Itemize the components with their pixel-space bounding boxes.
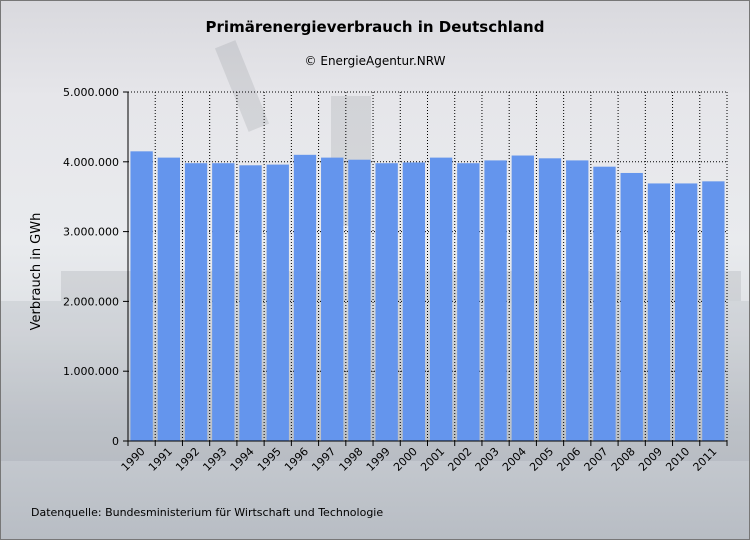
- x-tick-label-2010: 2010: [663, 445, 692, 474]
- bar-2008: [620, 172, 643, 441]
- data-source-note: Datenquelle: Bundesministerium für Wirts…: [31, 506, 384, 519]
- x-tick-label-1990: 1990: [119, 445, 148, 474]
- y-tick-label: 1.000.000: [63, 365, 119, 378]
- x-tick-label-2000: 2000: [391, 445, 420, 474]
- bar-2006: [566, 160, 589, 442]
- bar-1990: [130, 151, 153, 441]
- y-tick-label: 3.000.000: [63, 226, 119, 239]
- y-tick-label: 4.000.000: [63, 156, 119, 169]
- y-tick-labels: 0 1.000.000 2.000.000 3.000.000 4.000.000 5.0…: [63, 86, 119, 448]
- bar-1997: [321, 157, 344, 441]
- bar-2003: [484, 160, 507, 442]
- bar-2011: [702, 181, 725, 441]
- x-tick-label-2009: 2009: [636, 445, 665, 474]
- x-tick-label-2004: 2004: [500, 445, 529, 474]
- bar-2002: [457, 163, 480, 442]
- bar-2009: [647, 183, 671, 442]
- y-tick-label: 0: [112, 435, 119, 448]
- x-tick-label-2008: 2008: [609, 445, 638, 474]
- bar-1994: [239, 165, 262, 442]
- chart-subtitle: © EnergieAgentur.NRW: [304, 54, 446, 68]
- axes: [123, 91, 728, 446]
- bar-1995: [266, 164, 289, 442]
- x-tick-label-1992: 1992: [173, 445, 202, 474]
- y-axis-label: Verbrauch in GWh: [29, 213, 44, 331]
- x-tick-label-1999: 1999: [364, 445, 393, 474]
- x-tick-label-1995: 1995: [255, 445, 284, 474]
- bar-1991: [157, 157, 181, 441]
- bar-2004: [511, 155, 534, 441]
- x-tick-label-1997: 1997: [309, 445, 338, 474]
- x-tick-label-1993: 1993: [200, 445, 229, 474]
- bar-1996: [293, 154, 317, 441]
- x-tick-labels: 1990199119921993199419951996199719981999…: [119, 445, 720, 474]
- x-tick-label-2005: 2005: [527, 445, 556, 474]
- bar-2000: [402, 162, 426, 442]
- bar-2001: [429, 157, 453, 441]
- y-tick-label: 2.000.000: [63, 295, 119, 308]
- bar-2007: [593, 166, 616, 441]
- bar-2005: [538, 158, 562, 441]
- x-tick-label-1991: 1991: [146, 445, 175, 474]
- bar-1992: [184, 163, 208, 442]
- x-tick-label-1994: 1994: [228, 445, 257, 474]
- x-tick-label-2006: 2006: [554, 445, 583, 474]
- x-tick-label-2002: 2002: [445, 445, 474, 474]
- x-tick-label-2011: 2011: [691, 445, 720, 474]
- x-tick-label-2003: 2003: [473, 445, 502, 474]
- bar-1999: [375, 163, 398, 442]
- x-tick-label-1996: 1996: [282, 445, 311, 474]
- bar-2010: [674, 183, 698, 442]
- bars: [130, 151, 725, 442]
- bar-1998: [348, 159, 371, 441]
- x-tick-label-2007: 2007: [582, 445, 611, 474]
- y-tick-label: 5.000.000: [63, 86, 119, 99]
- x-tick-label-2001: 2001: [418, 445, 447, 474]
- x-tick-label-1998: 1998: [337, 445, 366, 474]
- chart-title: Primärenergieverbrauch in Deutschland: [205, 18, 545, 36]
- bar-1993: [212, 163, 235, 442]
